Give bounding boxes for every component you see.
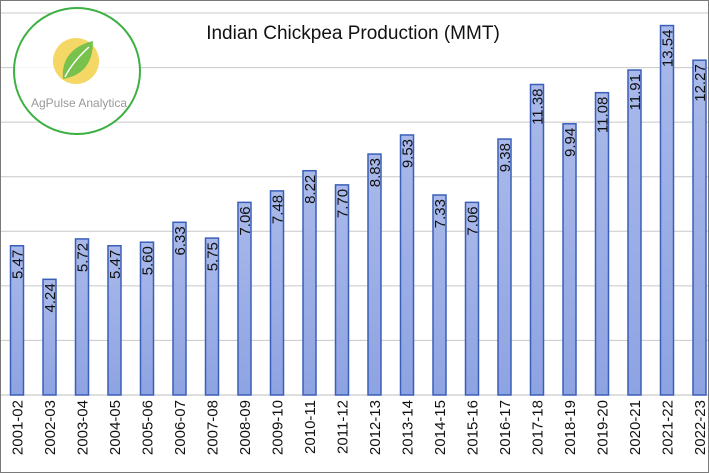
x-tick-labels: 2001-02 2002-03 2003-04 2004-05 2005-06 2006-… xyxy=(10,400,709,455)
data-label-2008-09: 7.06 xyxy=(237,206,254,235)
x-tick-label-2019-20: 2019-20 xyxy=(595,400,612,455)
logo-text: AgPulse Analytica xyxy=(31,96,127,110)
data-label-2017-18: 11.38 xyxy=(530,88,547,124)
data-label-2010-11: 8.22 xyxy=(302,175,319,204)
bar-2019-20 xyxy=(594,91,610,396)
bar-2005-06 xyxy=(139,241,155,396)
x-tick-label-2020-21: 2020-21 xyxy=(627,400,644,455)
bar-2010-11 xyxy=(302,169,317,396)
data-label-2006-07: 6.33 xyxy=(172,226,189,255)
bar-2003-04 xyxy=(74,238,90,396)
data-label-2013-14: 9.53 xyxy=(400,139,417,168)
data-label-2021-22: 13.54 xyxy=(660,30,677,68)
x-tick-label-2004-05: 2004-05 xyxy=(107,400,124,455)
x-tick-label-2012-13: 2012-13 xyxy=(367,400,384,455)
bar-2011-12 xyxy=(334,184,350,396)
data-label-2005-06: 5.60 xyxy=(140,246,157,275)
data-label-2018-19: 9.94 xyxy=(562,128,579,157)
x-tick-label-2011-12: 2011-12 xyxy=(335,400,352,454)
data-label-2020-21: 11.91 xyxy=(627,74,644,110)
x-tick-label-2003-04: 2003-04 xyxy=(75,400,92,455)
bar-2001-02 xyxy=(9,244,25,396)
x-tick-label-2002-03: 2002-03 xyxy=(42,400,59,455)
data-label-2012-13: 8.83 xyxy=(367,158,384,187)
bar-2007-08 xyxy=(204,237,220,396)
x-tick-label-2018-19: 2018-19 xyxy=(562,400,579,455)
data-label-2011-12: 7.70 xyxy=(335,189,352,218)
x-tick-label-2014-15: 2014-15 xyxy=(432,400,449,455)
data-labels: 5.47 4.24 5.72 5.47 5.60 6.33 5.75 7.06 7.48 8.22… xyxy=(10,30,709,313)
data-label-2014-15: 7.33 xyxy=(432,199,449,228)
x-tick-label-2016-17: 2016-17 xyxy=(497,400,514,455)
bar-2002-03 xyxy=(42,278,57,396)
data-label-2022-23: 12.27 xyxy=(692,64,708,102)
x-tick-label-2017-18: 2017-18 xyxy=(530,400,547,455)
chart-title: Indian Chickpea Production (MMT) xyxy=(206,23,500,44)
bar-2017-18 xyxy=(529,83,545,396)
bar-2009-10 xyxy=(269,190,285,396)
bar-2014-15 xyxy=(432,194,447,396)
data-label-2002-03: 4.24 xyxy=(42,283,59,312)
data-label-2019-20: 11.08 xyxy=(595,97,612,133)
bar-series xyxy=(9,24,707,396)
bar-2020-21 xyxy=(627,69,642,396)
data-label-2016-17: 9.38 xyxy=(497,143,514,172)
bar-2022-23 xyxy=(692,59,707,396)
bar-2013-14 xyxy=(399,134,415,396)
data-label-2015-16: 7.06 xyxy=(465,206,482,235)
x-tick-label-2001-02: 2001-02 xyxy=(10,400,27,455)
agpulse-logo: AgPulse Analytica xyxy=(13,7,141,135)
bar-2016-17 xyxy=(497,138,512,396)
bar-2006-07 xyxy=(172,221,187,396)
bar-2008-09 xyxy=(237,201,252,396)
bar-2015-16 xyxy=(464,201,480,396)
x-tick-label-2010-11: 2010-11 xyxy=(302,400,319,454)
bar-2021-22 xyxy=(659,24,675,396)
data-label-2009-10: 7.48 xyxy=(270,195,287,224)
x-tick-label-2009-10: 2009-10 xyxy=(270,400,287,455)
x-tick-label-2013-14: 2013-14 xyxy=(400,400,417,455)
data-label-2004-05: 5.47 xyxy=(107,250,124,279)
x-tick-label-2008-09: 2008-09 xyxy=(237,400,254,455)
data-label-2003-04: 5.72 xyxy=(75,243,92,272)
x-tick-label-2015-16: 2015-16 xyxy=(465,400,482,455)
data-label-2001-02: 5.47 xyxy=(10,250,27,279)
x-tick-label-2006-07: 2006-07 xyxy=(172,400,189,455)
x-tick-label-2022-23: 2022-23 xyxy=(692,400,708,455)
bar-2018-19 xyxy=(562,123,577,396)
bar-2004-05 xyxy=(107,244,122,396)
data-label-2007-08: 5.75 xyxy=(205,242,222,271)
bar-2012-13 xyxy=(367,153,382,396)
x-tick-label-2007-08: 2007-08 xyxy=(205,400,222,455)
x-tick-label-2021-22: 2021-22 xyxy=(660,400,677,455)
x-tick-label-2005-06: 2005-06 xyxy=(140,400,157,455)
